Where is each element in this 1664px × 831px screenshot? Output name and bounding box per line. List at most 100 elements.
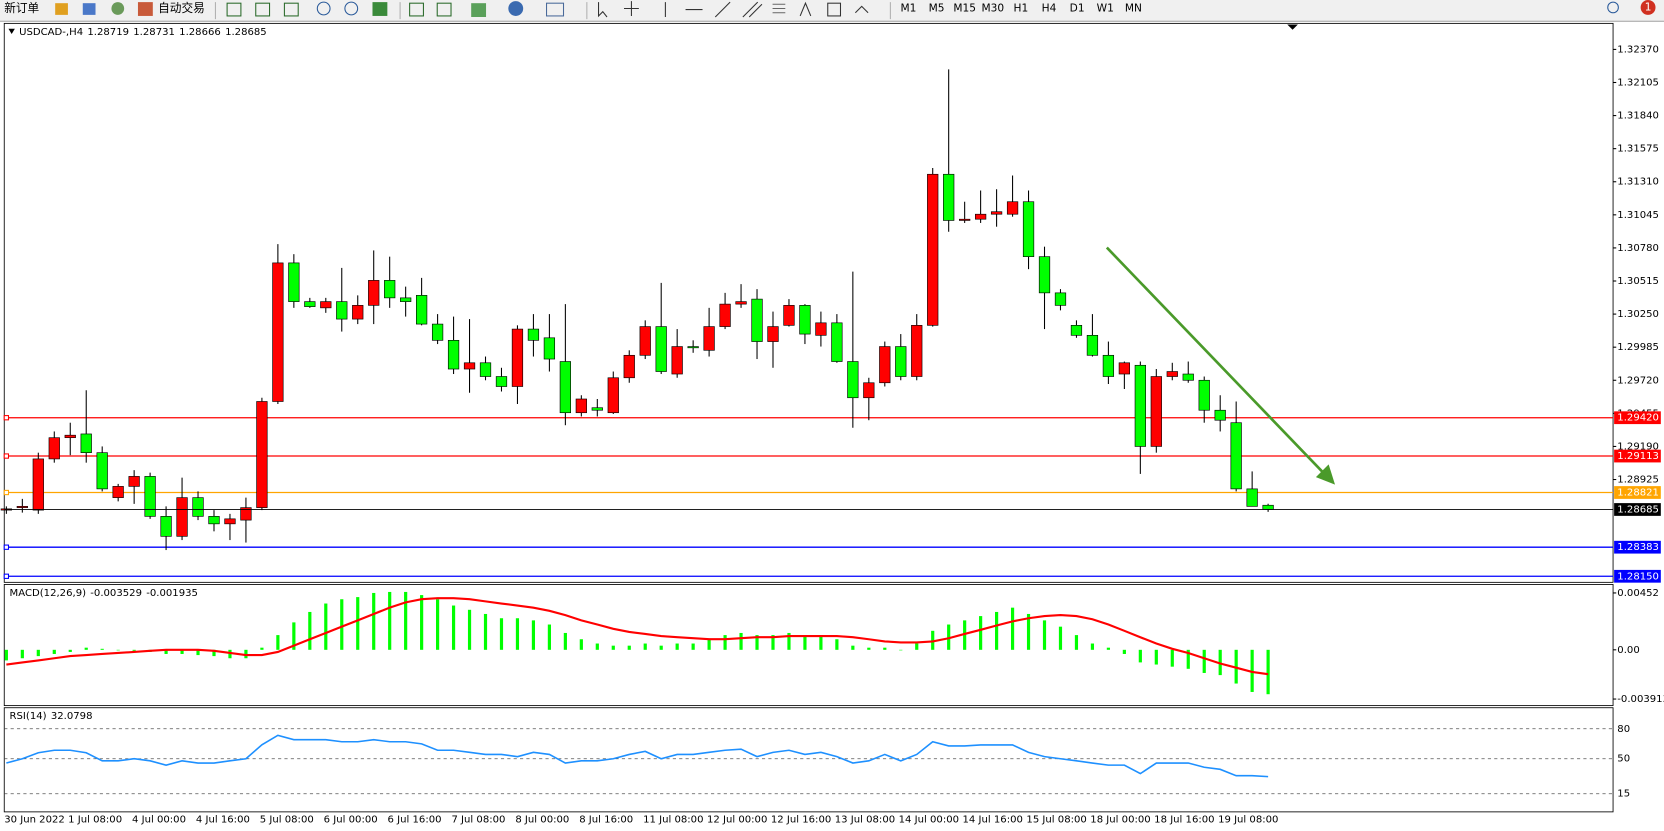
channel-icon[interactable]	[742, 1, 763, 18]
y-tick-label: 1.30780	[1617, 243, 1659, 254]
macd-bar	[691, 643, 695, 650]
text-icon[interactable]	[799, 1, 812, 17]
candle-body	[974, 213, 987, 220]
y-tick-label: 1.31045	[1617, 210, 1659, 221]
timeframe-button[interactable]: M5	[929, 1, 945, 14]
x-tick-label: 19 Jul 08:00	[1218, 814, 1278, 825]
candle-body	[575, 398, 587, 414]
search-icon[interactable]	[1607, 1, 1619, 14]
candle-body	[176, 497, 188, 537]
timeframe-button[interactable]: M15	[953, 1, 976, 14]
macd-bar	[963, 620, 967, 650]
timeframe-button[interactable]: D1	[1070, 1, 1085, 14]
y-tick-label: 1.31310	[1617, 177, 1659, 188]
level-handle	[3, 415, 10, 421]
icon[interactable]	[255, 2, 271, 17]
label-icon[interactable]	[827, 2, 842, 17]
candle-body	[463, 362, 476, 370]
candle-body	[32, 458, 44, 511]
candle-body	[1086, 335, 1099, 356]
candle-body	[719, 303, 731, 327]
timeframe-button[interactable]: M1	[900, 1, 916, 14]
icon[interactable]	[436, 2, 452, 17]
y-tick-label: 80	[1617, 724, 1630, 735]
shift-marker	[1287, 24, 1298, 30]
timeframe-button[interactable]: H4	[1042, 1, 1057, 14]
collapse-marker	[8, 28, 15, 35]
candle-body	[1134, 364, 1146, 447]
macd-bar	[196, 649, 200, 656]
candle-body	[879, 346, 891, 384]
macd-bar	[467, 609, 472, 650]
level-label-bg	[1614, 569, 1661, 583]
x-tick-label: 18 Jul 16:00	[1154, 814, 1214, 825]
x-tick-label: 4 Jul 00:00	[132, 814, 186, 825]
icon[interactable]	[55, 3, 68, 15]
icon[interactable]	[508, 1, 524, 16]
macd-bar	[404, 591, 408, 650]
candle-body	[1022, 201, 1035, 257]
auto-trading-button[interactable]: 自动交易	[158, 1, 205, 15]
icon[interactable]	[226, 2, 242, 17]
y-tick-label: 1.32105	[1617, 77, 1659, 88]
signal-value: -0.001935	[146, 588, 198, 599]
candle-body	[671, 346, 683, 375]
candle-body	[160, 516, 172, 537]
zoom-out[interactable]	[344, 1, 359, 16]
macd-bar	[1122, 649, 1126, 654]
timeframe-button[interactable]: W1	[1097, 1, 1114, 14]
icon[interactable]	[471, 3, 487, 18]
notification-badge[interactable]	[1640, 0, 1656, 15]
icon[interactable]	[546, 2, 565, 17]
macd-bar	[771, 635, 775, 650]
trend-arrow-head	[1315, 464, 1336, 485]
candle-body	[96, 452, 108, 490]
level-label: 1.29420	[1617, 413, 1659, 424]
icon[interactable]	[82, 3, 96, 15]
macd-bar	[1170, 649, 1174, 667]
timeframe-button[interactable]: M30	[981, 1, 1004, 14]
macd-bar	[643, 643, 647, 650]
icon[interactable]	[409, 2, 424, 17]
x-tick-label: 8 Jul 16:00	[579, 814, 633, 825]
timeframe-button[interactable]: H1	[1014, 1, 1029, 14]
macd-bar	[164, 649, 168, 654]
macd-bar	[1138, 649, 1142, 663]
macd-value: -0.003529	[90, 588, 142, 599]
candle-body	[16, 506, 28, 508]
macd-bar	[915, 643, 919, 650]
macd-header: MACD(12,26,9) -0.003529 -0.001935	[10, 588, 198, 599]
x-tick-label: 6 Jul 16:00	[388, 814, 442, 825]
candle-body	[847, 361, 859, 399]
crosshair-icon[interactable]	[624, 1, 639, 16]
icon[interactable]	[283, 2, 299, 17]
candle-body	[1038, 256, 1051, 294]
x-tick-label: 12 Jul 16:00	[771, 814, 831, 825]
icon[interactable]	[111, 2, 125, 15]
candle-body	[240, 507, 252, 521]
macd-bar	[1026, 613, 1031, 650]
candle-body	[1246, 488, 1258, 507]
candle-body	[863, 382, 875, 399]
zoom-in[interactable]	[316, 1, 331, 16]
icon[interactable]	[372, 2, 388, 16]
y-tick-label: 1.31840	[1617, 111, 1659, 122]
open-value: 1.28719	[87, 27, 129, 38]
cursor-icon[interactable]	[598, 2, 608, 18]
x-tick-label: 14 Jul 16:00	[963, 814, 1023, 825]
candle-body	[527, 328, 540, 341]
auto-trading-icon[interactable]	[137, 2, 153, 16]
new-order-button[interactable]: 新订单	[4, 1, 39, 15]
line-tools[interactable]	[664, 1, 731, 18]
candle-body	[80, 433, 92, 453]
timeframe-button[interactable]: MN	[1125, 1, 1142, 14]
candle-body	[495, 376, 508, 387]
level-label-bg	[1614, 486, 1661, 499]
fibo-icon[interactable]	[772, 3, 786, 14]
arrow-icon[interactable]	[854, 5, 869, 14]
y-tick-label: -0.003913	[1617, 694, 1664, 705]
x-tick-label: 12 Jul 00:00	[707, 814, 767, 825]
macd-bar	[1010, 607, 1015, 650]
candle-body	[943, 173, 955, 221]
